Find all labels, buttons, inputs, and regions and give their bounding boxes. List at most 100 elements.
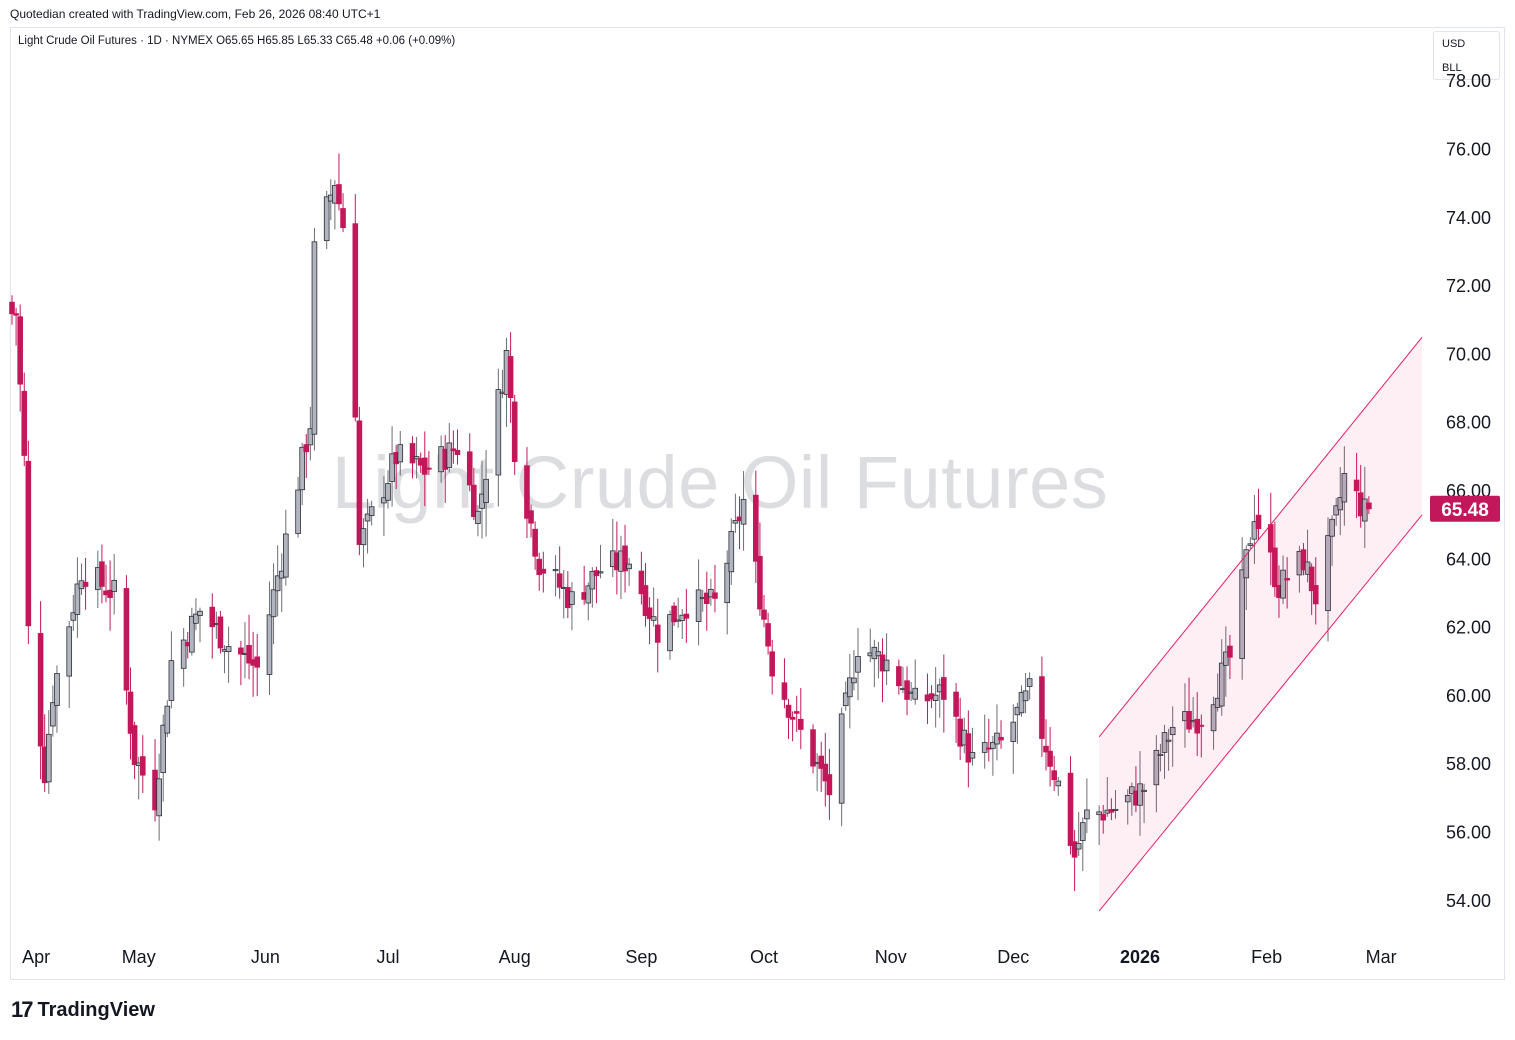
chart-credit: Quotedian created with TradingView.com, … [10, 7, 381, 21]
candle [471, 467, 477, 521]
candle-body-up [626, 563, 632, 570]
y-tick-label: 56.00 [1446, 823, 1491, 843]
candle-body-up [1124, 795, 1131, 803]
candle-body-up [164, 705, 171, 734]
candle-body-up [1084, 809, 1090, 820]
candle-body-up [1141, 789, 1147, 792]
tradingview-logo-icon: 17 [11, 997, 34, 1022]
candle [1210, 696, 1217, 750]
candle-body-down [1300, 549, 1307, 571]
candle-body-up [1325, 535, 1331, 612]
candle [368, 500, 375, 526]
candle [274, 545, 281, 617]
candle [246, 614, 252, 680]
candle-body-down [238, 647, 244, 655]
currency-unit-selector[interactable]: USD BLL [1433, 31, 1500, 80]
candle [50, 685, 56, 737]
candle [1239, 537, 1245, 680]
candle-body-down [761, 609, 767, 620]
candle-body-up [197, 610, 203, 616]
candle [99, 544, 105, 604]
candle [1353, 452, 1360, 519]
candle-body-up [160, 724, 167, 773]
candle [990, 735, 996, 776]
trend-channel [1098, 337, 1423, 912]
candle [164, 700, 171, 738]
candle [466, 433, 473, 492]
candle-body-up [728, 530, 735, 573]
candle-body-down [998, 736, 1004, 741]
candle [409, 436, 416, 479]
candle-body-up [225, 646, 232, 652]
candle [1137, 751, 1143, 836]
candle-body-down [246, 645, 252, 664]
candle [1272, 521, 1278, 597]
candle-body-up [111, 579, 117, 592]
candle [1169, 706, 1176, 767]
x-tick-label: Mar [1366, 947, 1397, 967]
candle-body-down [82, 581, 89, 587]
candle [1329, 515, 1335, 566]
candle [904, 666, 910, 716]
candle-body-down [139, 756, 146, 776]
candle-body-down [466, 451, 473, 486]
candle [1218, 639, 1225, 716]
tradingview-logo[interactable]: 17 TradingView [11, 996, 155, 1024]
candle-body-down [904, 680, 910, 700]
candle [965, 710, 972, 788]
candle [695, 559, 702, 646]
candle [851, 650, 857, 691]
currency-label: USD [1442, 38, 1466, 50]
symbol-ohlc-legend[interactable]: Light Crude Oil Futures · 1D · NYMEX O65… [18, 35, 456, 47]
candle-body-down [1227, 645, 1233, 658]
candle-body-down [953, 691, 959, 717]
candle [597, 544, 604, 579]
candle-body-up [70, 612, 77, 621]
candle-body-down [1366, 502, 1372, 510]
candle [883, 633, 890, 685]
chart-pane[interactable] [10, 27, 1505, 980]
candle [446, 422, 453, 473]
channel-upper-line[interactable] [1098, 337, 1423, 738]
candle-body-up [495, 389, 502, 476]
candle-body-up [295, 489, 301, 534]
candle [1124, 789, 1131, 825]
candle [810, 724, 816, 774]
candle-body-up [842, 692, 849, 707]
candle-body-up [990, 741, 996, 749]
candle [483, 450, 489, 537]
candle [189, 607, 195, 656]
candle-body-up [740, 498, 747, 525]
x-tick-label: May [122, 947, 156, 967]
candle-body-up [483, 478, 489, 503]
candle-body-down [409, 443, 416, 464]
candle [724, 550, 731, 635]
candle [180, 628, 187, 687]
last-price-badge [1430, 495, 1500, 522]
symbol-watermark: Light Crude Oil Futures [331, 441, 1109, 524]
candle-body-down [507, 356, 514, 398]
y-tick-label: 76.00 [1446, 140, 1491, 160]
candle-body-down [25, 460, 32, 627]
candle-body-down [785, 704, 792, 718]
candle-body-down [21, 390, 28, 456]
candle [25, 440, 32, 645]
y-tick-label: 54.00 [1446, 891, 1491, 911]
candle-body-up [597, 571, 604, 574]
channel-lower-line[interactable] [1098, 514, 1423, 912]
y-tick-label: 72.00 [1446, 276, 1491, 296]
candle-body-up [283, 533, 289, 578]
candle-body-down [17, 316, 23, 385]
candle [364, 498, 371, 554]
candle [311, 227, 318, 451]
candle [765, 612, 771, 655]
candle-body-up [585, 585, 592, 604]
candle-body-down [1312, 585, 1319, 605]
candle-body-down [1039, 676, 1045, 739]
candle-body-down [1255, 514, 1262, 530]
candle-body-up [969, 752, 976, 759]
candle [540, 551, 547, 593]
channel-fill [1099, 337, 1422, 912]
candle [781, 658, 788, 709]
